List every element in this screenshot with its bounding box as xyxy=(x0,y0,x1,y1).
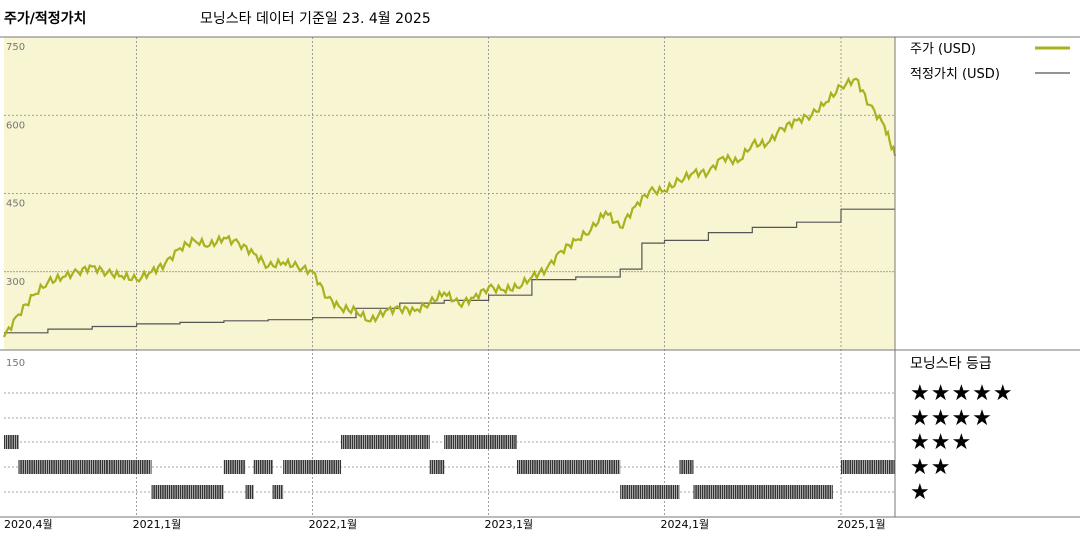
rating-bar xyxy=(272,485,284,499)
rating-title: 모닝스타 등급 xyxy=(910,356,992,372)
rating-legend-stars: ★★★★ xyxy=(910,406,993,431)
rating-bar xyxy=(253,460,273,474)
rating-bar xyxy=(679,460,694,474)
legend-price-label: 주가 (USD) xyxy=(910,42,976,57)
x-axis-ticks: 2020,4월 2021,1월 2022,1월 2023,1월 2024,1월 2025,… xyxy=(4,518,886,531)
rating-legend-stars: ★★★ xyxy=(910,430,972,455)
rating-legend-stars: ★★★★★ xyxy=(910,381,1014,406)
rating-bar-fill xyxy=(841,460,895,474)
rating-bar xyxy=(444,435,517,449)
rating-bar xyxy=(18,460,108,474)
rating-bar xyxy=(223,460,246,474)
chart-title: 주가/적정가치 xyxy=(4,11,87,27)
rating-bar-fill xyxy=(151,485,224,499)
rating-bar xyxy=(4,435,19,449)
rating-bar-fill xyxy=(283,460,342,474)
rating-bar xyxy=(620,485,680,499)
rating-bar xyxy=(107,460,152,474)
y-axis-ticks: 150 300 450 600 750 xyxy=(6,42,25,369)
rating-bar-fill xyxy=(253,460,273,474)
x-tick-label: 2021,1월 xyxy=(133,518,182,531)
legend-fair-value-label: 적정가치 (USD) xyxy=(910,67,1000,82)
rating-bar xyxy=(151,485,224,499)
x-tick-label: 2025,1월 xyxy=(837,518,886,531)
price-line xyxy=(2,76,897,338)
x-tick-label: 2023,1월 xyxy=(485,518,534,531)
rating-bar-fill xyxy=(245,485,254,499)
rating-bar-fill xyxy=(18,460,108,474)
rating-legend: ★★★★★★★★★★★★★★★ xyxy=(910,381,1014,505)
rating-bar-fill xyxy=(107,460,152,474)
rating-legend-stars: ★★ xyxy=(910,455,951,480)
y-tick-label: 300 xyxy=(6,277,25,288)
data-date-label: 모닝스타 데이터 기준일 23. 4월 2025 xyxy=(200,11,431,27)
rating-bar xyxy=(517,460,621,474)
x-tick-label: 2022,1월 xyxy=(309,518,358,531)
rating-bar xyxy=(429,460,445,474)
rating-bar xyxy=(245,485,254,499)
x-tick-label: 2020,4월 xyxy=(4,518,53,531)
x-tick-label: 2024,1월 xyxy=(661,518,710,531)
rating-legend-stars: ★ xyxy=(910,480,931,505)
rating-bar-fill xyxy=(679,460,694,474)
rating-bar-fill xyxy=(341,435,430,449)
chart-frame xyxy=(0,36,1080,518)
y-tick-label: 600 xyxy=(6,120,25,131)
rating-bar xyxy=(841,460,895,474)
y-tick-label: 150 xyxy=(6,358,25,369)
rating-bar xyxy=(341,435,430,449)
y-tick-label: 450 xyxy=(6,199,25,210)
rating-bar xyxy=(283,460,342,474)
rating-bar-fill xyxy=(517,460,621,474)
rating-bar-fill xyxy=(620,485,680,499)
y-tick-label: 750 xyxy=(6,42,25,53)
rating-bar-fill xyxy=(223,460,246,474)
rating-bar-fill xyxy=(272,485,284,499)
rating-bars xyxy=(4,435,895,499)
rating-bar xyxy=(693,485,833,499)
